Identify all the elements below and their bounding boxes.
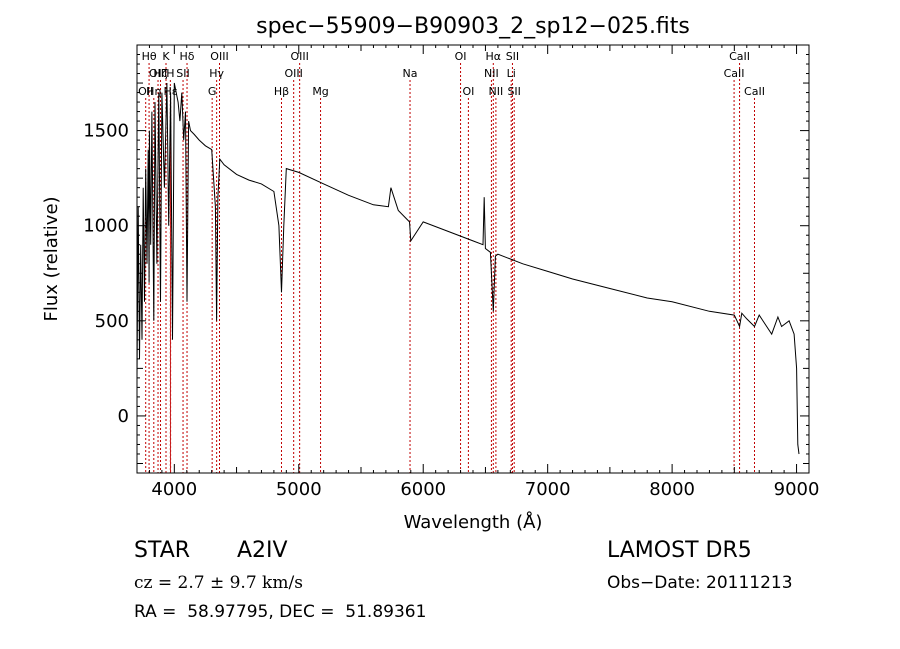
coordinates-text: RA = 58.97795, DEC = 51.89361 xyxy=(134,602,427,622)
obs-date-text: Obs−Date: 20111213 xyxy=(607,573,793,593)
x-axis-label: Wavelength (Å) xyxy=(404,511,543,533)
line-label: SII xyxy=(507,85,520,98)
object-class: STAR xyxy=(134,538,191,563)
x-tick-label: 9000 xyxy=(774,479,820,500)
line-label: Hδ xyxy=(180,50,195,63)
line-label: Hθ xyxy=(142,50,157,63)
line-label: Hβ xyxy=(274,85,289,98)
y-axis: 0 500 1000 1500 xyxy=(83,44,809,474)
redshift-text: cz = 2.7 ± 9.7 km/s xyxy=(134,573,303,593)
plot-frame xyxy=(136,44,810,474)
survey-label: LAMOST DR5 xyxy=(607,538,752,563)
line-label: OIII xyxy=(149,67,167,80)
y-tick-label: 500 xyxy=(95,311,129,332)
emission-line-labels: OIIHθHηOIIIHζKHHεSIIHδGHγOIIIHβOIIIOIIIM… xyxy=(138,50,765,98)
line-label: SII xyxy=(506,50,519,63)
line-label: Hα xyxy=(486,50,502,63)
line-label: OIII xyxy=(290,50,308,63)
x-tick-label: 8000 xyxy=(649,479,695,500)
y-tick-label: 1000 xyxy=(83,216,129,237)
spectrum-line xyxy=(136,82,800,455)
line-label: CaII xyxy=(744,85,765,98)
line-label: CaII xyxy=(729,50,750,63)
line-label: CaII xyxy=(724,67,745,80)
line-label: OIII xyxy=(210,50,228,63)
line-label: OI xyxy=(462,85,474,98)
line-label: NII xyxy=(489,85,504,98)
line-label: Hζ xyxy=(153,67,167,80)
line-label: Li xyxy=(507,67,516,80)
line-label: G xyxy=(208,85,217,98)
line-label: Na xyxy=(403,67,418,80)
y-tick-label: 0 xyxy=(118,406,129,427)
line-label: Mg xyxy=(312,85,328,98)
x-tick-label: 7000 xyxy=(525,479,571,500)
x-tick-label: 4000 xyxy=(151,479,197,500)
line-label: H xyxy=(166,67,174,80)
line-label: K xyxy=(162,50,170,63)
y-axis-label: Flux (relative) xyxy=(41,196,62,321)
emission-line-markers xyxy=(145,63,755,473)
line-label: OI xyxy=(455,50,467,63)
line-label: SII xyxy=(176,67,189,80)
line-label: OII xyxy=(138,85,153,98)
line-label: Hη xyxy=(146,85,161,98)
y-tick-label: 1500 xyxy=(83,121,129,142)
object-subclass: A2IV xyxy=(237,538,288,563)
line-label: Hγ xyxy=(209,67,224,80)
line-label: NII xyxy=(484,67,499,80)
line-label: OIII xyxy=(284,67,302,80)
chart-title: spec−55909−B90903_2_sp12−025.fits xyxy=(256,14,690,39)
x-axis: 4000 5000 6000 7000 8000 9000 xyxy=(136,45,820,500)
x-tick-label: 6000 xyxy=(400,479,446,500)
x-tick-label: 5000 xyxy=(276,479,322,500)
